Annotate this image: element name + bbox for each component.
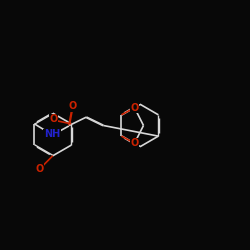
Text: O: O — [130, 103, 138, 113]
Text: O: O — [130, 138, 138, 148]
Text: O: O — [68, 101, 77, 111]
Text: NH: NH — [44, 130, 60, 140]
Text: O: O — [36, 164, 44, 174]
Text: O: O — [49, 114, 58, 124]
